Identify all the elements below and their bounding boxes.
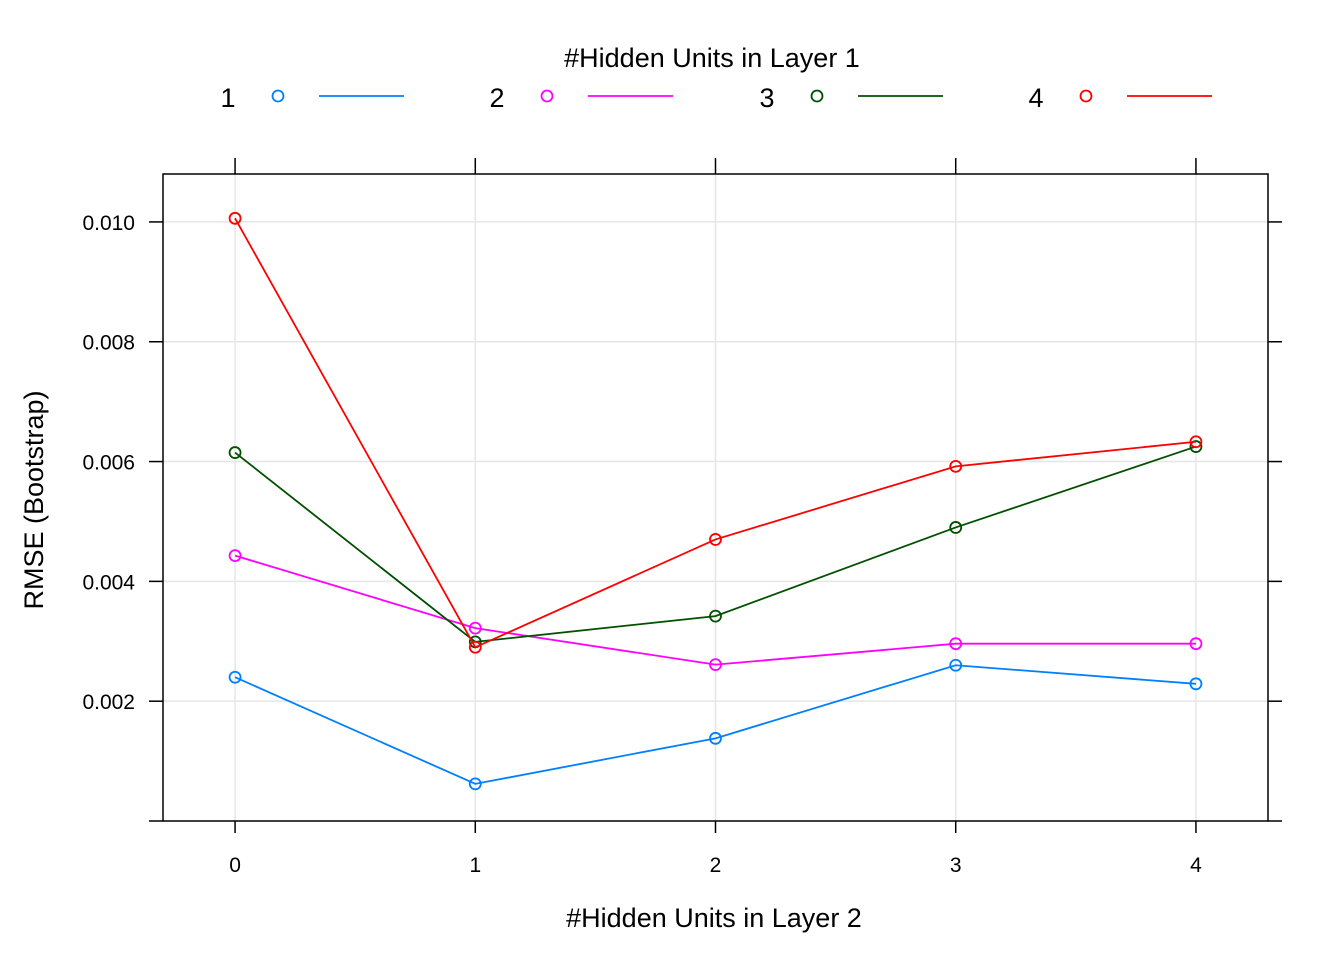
legend-marker-3 bbox=[810, 89, 824, 103]
axis-ticks: 0 1 2 3 4 0.002 0.004 0.006 0.008 0.010 bbox=[82, 158, 1282, 877]
legend-marker-4 bbox=[1079, 89, 1093, 103]
series-point-3 bbox=[709, 609, 722, 623]
series-point-1 bbox=[949, 658, 963, 672]
y-tick-label: 0.008 bbox=[82, 332, 135, 355]
series-point-1 bbox=[468, 777, 482, 791]
series-line-1 bbox=[234, 664, 1197, 785]
series-point-1 bbox=[1189, 677, 1203, 691]
grid bbox=[163, 174, 1268, 821]
series-point-4 bbox=[949, 459, 963, 473]
series-point-4 bbox=[1189, 435, 1203, 449]
legend: #Hidden Units in Layer 1 1 2 3 4 bbox=[220, 43, 1212, 113]
series-line-4 bbox=[234, 217, 1197, 649]
series-layer bbox=[228, 211, 1203, 791]
legend-marker-2 bbox=[540, 89, 554, 103]
series-line-2 bbox=[234, 554, 1196, 666]
series-point-2 bbox=[949, 637, 963, 651]
series-point-3 bbox=[228, 446, 242, 459]
legend-label-4: 4 bbox=[1028, 83, 1043, 113]
x-tick-label: 4 bbox=[1190, 854, 1202, 877]
series-point-4 bbox=[228, 211, 242, 225]
series-point-2 bbox=[709, 658, 722, 672]
series-point-1 bbox=[709, 731, 722, 745]
series-point-2 bbox=[1189, 637, 1203, 651]
legend-label-1: 1 bbox=[220, 83, 235, 113]
y-tick-label: 0.004 bbox=[82, 571, 135, 594]
series-point-2 bbox=[468, 621, 482, 635]
y-tick-label: 0.002 bbox=[82, 691, 135, 714]
x-tick-label: 1 bbox=[469, 854, 481, 877]
series-line-3 bbox=[234, 445, 1197, 643]
x-axis-label: #Hidden Units in Layer 2 bbox=[566, 903, 862, 933]
y-tick-label: 0.010 bbox=[82, 212, 135, 235]
series-point-2 bbox=[228, 549, 242, 563]
series-point-1 bbox=[228, 670, 242, 684]
series-point-4 bbox=[709, 533, 722, 546]
series-point-4 bbox=[468, 640, 482, 654]
y-tick-label: 0.006 bbox=[82, 452, 135, 475]
legend-label-3: 3 bbox=[759, 83, 774, 113]
x-tick-label: 2 bbox=[710, 854, 722, 877]
legend-label-2: 2 bbox=[489, 83, 504, 113]
x-tick-label: 3 bbox=[950, 854, 962, 877]
series-point-3 bbox=[1189, 440, 1203, 453]
x-tick-label: 0 bbox=[229, 854, 241, 877]
legend-title: #Hidden Units in Layer 1 bbox=[564, 43, 860, 73]
y-axis-label: RMSE (Bootstrap) bbox=[19, 390, 49, 609]
legend-marker-1 bbox=[271, 89, 285, 103]
series-point-3 bbox=[949, 521, 963, 534]
